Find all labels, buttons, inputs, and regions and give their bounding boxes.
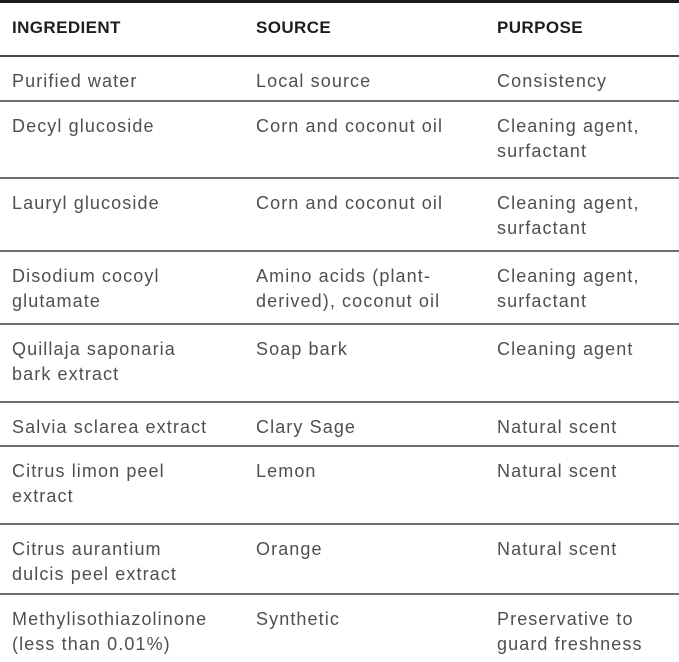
ingredient-cell: Disodium cocoyl glutamate [0, 250, 244, 325]
purpose-cell: Preservative to guard freshness [497, 608, 643, 654]
table-header: INGREDIENT SOURCE PURPOSE [0, 1, 679, 57]
column-header-ingredient: INGREDIENT [0, 1, 244, 57]
purpose-cell: Consistency [485, 55, 679, 102]
source-cell: Synthetic [256, 608, 340, 629]
source-cell: Orange [244, 523, 485, 595]
table-row: Quillaja saponaria bark extract Soap bar… [0, 323, 679, 403]
purpose-cell: Cleaning agent, surfactant [485, 177, 679, 252]
ingredient-cell: Methylisothiazolinone (less than 0.01%) [12, 608, 208, 654]
ingredient-cell: Citrus limon peel extract [0, 445, 244, 525]
table-row: Citrus aurantium dulcis peel extract Ora… [0, 523, 679, 595]
source-cell: Corn and coconut oil [244, 177, 485, 252]
table-body: Purified water Local source Consistency … [0, 55, 679, 661]
source-cell: Clary Sage [244, 401, 485, 447]
table-row: Lauryl glucoside Corn and coconut oil Cl… [0, 177, 679, 252]
source-cell: Local source [244, 55, 485, 102]
ingredient-cell: Quillaja saponaria bark extract [0, 323, 244, 403]
ingredient-cell: Purified water [0, 55, 244, 102]
source-cell: Soap bark [244, 323, 485, 403]
column-header-source: SOURCE [244, 1, 485, 57]
ingredient-cell: Citrus aurantium dulcis peel extract [0, 523, 244, 595]
table-row: Purified water Local source Consistency [0, 55, 679, 102]
table-row: Salvia sclarea extract Clary Sage Natura… [0, 401, 679, 447]
source-cell: Amino acids (plant- derived), coconut oi… [244, 250, 485, 325]
table-row: Citrus limon peel extract Lemon Natural … [0, 445, 679, 525]
purpose-cell: Natural scent [485, 523, 679, 595]
table-row: Disodium cocoyl glutamate Amino acids (p… [0, 250, 679, 325]
purpose-cell: Natural scent [485, 445, 679, 525]
source-cell: Corn and coconut oil [244, 100, 485, 179]
ingredient-cell: Lauryl glucoside [0, 177, 244, 252]
table-row: Decyl glucoside Corn and coconut oil Cle… [0, 100, 679, 179]
column-header-purpose: PURPOSE [485, 1, 679, 57]
purpose-cell: Cleaning agent, surfactant [485, 100, 679, 179]
table-row: Methylisothiazolinone (less than 0.01%) … [0, 594, 679, 661]
header-row: INGREDIENT SOURCE PURPOSE [0, 1, 679, 57]
purpose-cell: Cleaning agent [485, 323, 679, 403]
source-cell: Lemon [244, 445, 485, 525]
ingredient-cell: Decyl glucoside [0, 100, 244, 179]
purpose-cell: Cleaning agent, surfactant [485, 250, 679, 325]
purpose-cell: Natural scent [485, 401, 679, 447]
ingredient-cell: Salvia sclarea extract [0, 401, 244, 447]
